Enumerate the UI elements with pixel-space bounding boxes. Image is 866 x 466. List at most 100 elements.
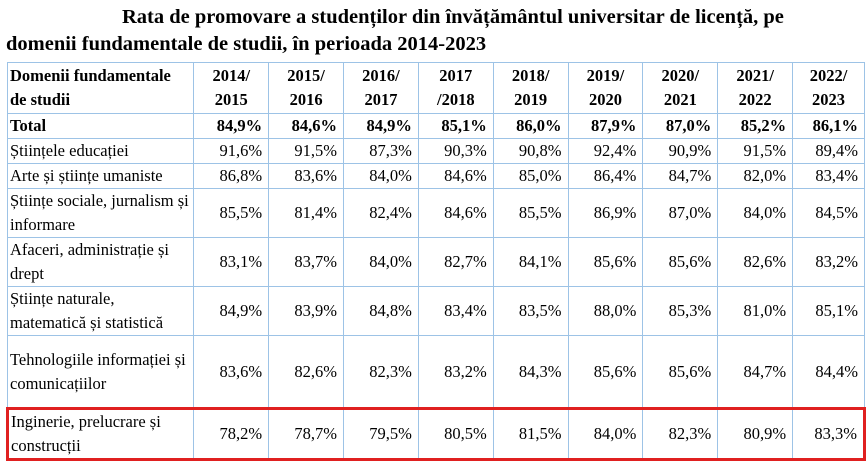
value-cell: 85,6% [642,237,719,287]
value-cell: 84,4% [792,335,865,409]
header-year: 2020/ 2021 [642,62,719,114]
value-cell: 87,9% [567,113,644,139]
value-cell: 84,5% [792,188,865,238]
value-cell: 90,9% [642,138,719,164]
value-cell: 78,7% [268,407,345,461]
table-header-row: Domenii fundamentale de studii 2014/ 201… [6,62,865,114]
value-cell: 86,9% [567,188,644,238]
value-cell: 85,3% [642,286,719,336]
domain-cell: Tehnologiile informației și comunicațiil… [6,335,195,409]
value-cell: 84,8% [343,286,419,336]
value-cell: 87,3% [343,138,419,164]
value-cell: 86,4% [567,163,644,189]
domain-cell: Științe naturale, matematică și statisti… [6,286,195,336]
header-year: 2022/ 2023 [792,62,865,114]
value-cell: 84,0% [717,188,794,238]
value-cell: 85,0% [492,163,569,189]
value-cell: 84,9% [343,113,419,139]
value-cell: 83,6% [193,335,270,409]
value-cell: 85,5% [193,188,270,238]
header-year: 2017 /2018 [417,62,494,114]
value-cell: 85,5% [492,188,569,238]
table-row: Științe sociale, jurnalism și informare 8… [6,188,865,238]
value-cell: 85,1% [792,286,865,336]
value-cell: 82,7% [417,237,494,287]
value-cell: 84,6% [417,163,494,189]
value-cell: 82,0% [717,163,794,189]
value-cell: 84,3% [492,335,569,409]
header-year: 2014/ 2015 [193,62,270,114]
document-title: Rata de promovare a studenților din învă… [6,4,864,58]
value-cell: 84,9% [193,286,270,336]
value-cell: 80,5% [417,407,494,461]
value-cell: 92,4% [567,138,644,164]
value-cell: 82,4% [343,188,419,238]
value-cell: 83,4% [792,163,865,189]
value-cell: 82,6% [717,237,794,287]
domain-cell: Științe sociale, jurnalism și informare [6,188,195,238]
value-cell: 81,4% [268,188,345,238]
value-cell: 84,0% [343,237,419,287]
header-year: 2016/ 2017 [343,62,419,114]
value-cell: 89,4% [792,138,865,164]
value-cell: 84,9% [193,113,270,139]
value-cell: 85,6% [642,335,719,409]
header-year: 2018/ 2019 [492,62,569,114]
value-cell: 85,2% [717,113,794,139]
value-cell: 82,6% [268,335,345,409]
value-cell: 85,6% [567,237,644,287]
value-cell: 90,3% [417,138,494,164]
table-row: Inginerie, prelucrare și construcții 78,2… [5,407,866,461]
value-cell: 84,7% [642,163,719,189]
value-cell: 80,9% [717,407,794,461]
domain-cell: Afaceri, administrație și drept [6,237,195,287]
total-row: Total 84,9% 84,6% 84,9% 85,1% 86,0% 87,9% 87,0%… [6,113,865,139]
value-cell: 82,3% [343,335,419,409]
header-domain: Domenii fundamentale de studii [6,62,195,114]
value-cell: 81,0% [717,286,794,336]
value-cell: 91,6% [193,138,270,164]
value-cell: 91,5% [717,138,794,164]
value-cell: 85,1% [417,113,494,139]
value-cell: 88,0% [567,286,644,336]
header-year: 2021/ 2022 [717,62,794,114]
value-cell: 83,4% [417,286,494,336]
table-row: Tehnologiile informației și comunicațiil… [6,335,865,409]
domain-cell: Științele educației [6,138,195,164]
value-cell: 84,0% [567,407,644,461]
value-cell: 83,6% [268,163,345,189]
value-cell: 86,8% [193,163,270,189]
value-cell: 83,9% [268,286,345,336]
header-year: 2019/ 2020 [567,62,644,114]
value-cell: 78,2% [193,407,270,461]
value-cell: 84,6% [268,113,345,139]
value-cell: 87,0% [642,188,719,238]
value-cell: 84,6% [417,188,494,238]
table-row: Arte și științe umaniste 86,8% 83,6% 84,0% 8… [6,163,865,189]
value-cell: 87,0% [642,113,719,139]
value-cell: 84,1% [492,237,569,287]
table-row: Științe naturale, matematică și statisti… [6,286,865,336]
value-cell: 83,1% [193,237,270,287]
value-cell: 91,5% [268,138,345,164]
table-row: Afaceri, administrație și drept 83,1% 83,7… [6,237,865,287]
value-cell: 83,3% [792,407,866,461]
value-cell: 84,7% [717,335,794,409]
value-cell: 84,0% [343,163,419,189]
value-cell: 86,1% [792,113,865,139]
value-cell: 83,5% [492,286,569,336]
domain-cell: Inginerie, prelucrare și construcții [5,407,195,461]
value-cell: 85,6% [567,335,644,409]
value-cell: 79,5% [343,407,419,461]
value-cell: 83,2% [417,335,494,409]
title-line-1: Rata de promovare a studenților din învă… [122,6,784,28]
value-cell: 83,2% [792,237,865,287]
table-row: Științele educației 91,6% 91,5% 87,3% 90,3% 9… [6,138,865,164]
value-cell: 82,3% [642,407,719,461]
value-cell: 83,7% [268,237,345,287]
value-cell: 90,8% [492,138,569,164]
value-cell: 81,5% [492,407,569,461]
header-year: 2015/ 2016 [268,62,345,114]
domain-cell: Arte și științe umaniste [6,163,195,189]
value-cell: 86,0% [492,113,569,139]
